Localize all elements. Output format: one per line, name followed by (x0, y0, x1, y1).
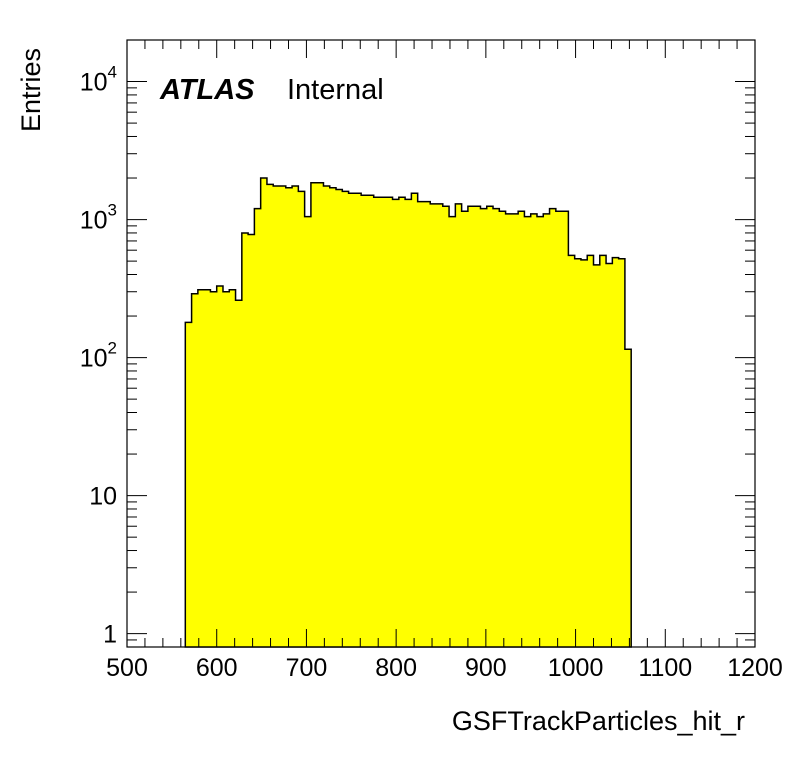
x-tick-label: 900 (465, 654, 507, 682)
y-axis-title: Entries (16, 48, 46, 132)
x-axis-ticks (126, 40, 756, 647)
y-axis-ticks (127, 39, 755, 648)
y-tick-label: 1 (103, 621, 117, 649)
y-tick-label: 104 (80, 63, 117, 97)
x-tick-label: 600 (196, 654, 238, 682)
x-tick-label: 1000 (548, 654, 604, 682)
y-tick-label: 103 (80, 201, 117, 235)
x-axis-title: GSFTrackParticles_hit_r (452, 706, 745, 736)
x-tick-label: 700 (286, 654, 328, 682)
x-axis-tick-labels: 500 600 700 800 900 1000 1100 1200 (106, 654, 783, 682)
y-tick-label: 10 (89, 483, 117, 511)
x-tick-label: 500 (106, 654, 148, 682)
y-axis-tick-labels: 1 10 102 103 104 (80, 63, 117, 649)
histogram-bars (184, 177, 632, 648)
atlas-label: ATLAS (159, 74, 255, 106)
y-tick-label: 102 (80, 339, 117, 373)
x-tick-label: 1100 (638, 654, 692, 682)
internal-label: Internal (287, 74, 384, 106)
x-tick-label: 1200 (727, 654, 783, 682)
x-tick-label: 800 (375, 654, 417, 682)
